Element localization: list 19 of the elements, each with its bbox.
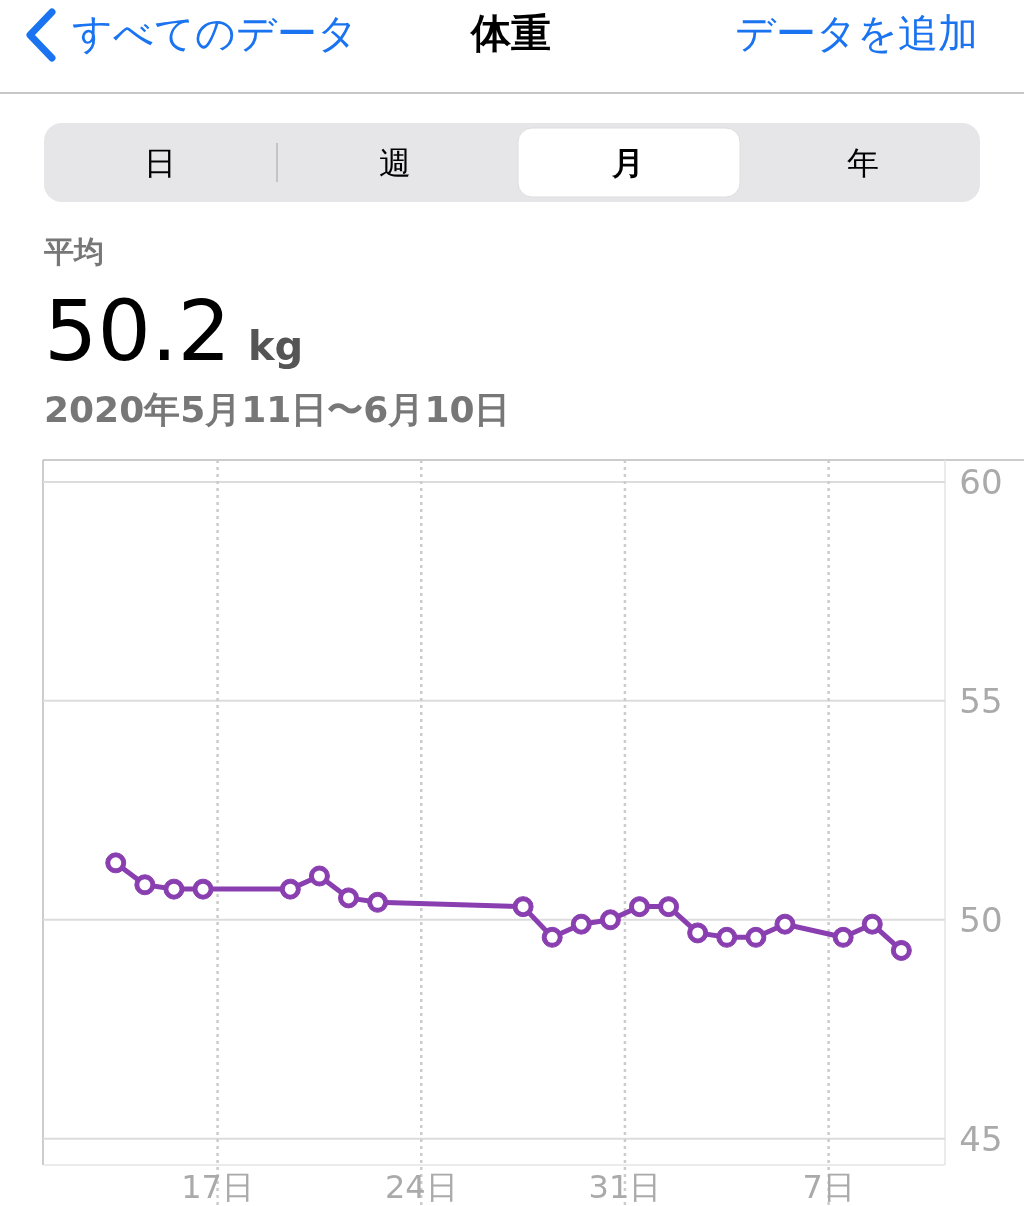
text: 50.2 [44,282,232,380]
text: すべてのデータ [72,10,358,56]
y-tick-label: 55 [959,680,1003,721]
text: 週 [379,144,411,182]
chart-title: 体重 [469,10,551,56]
text: 月 [611,144,644,182]
x-tick-label: 7日 [802,1168,855,1206]
chart-subtitle: 2020年5月11日〜6月10日 [44,389,511,430]
x-tick-label: 31日 [588,1168,662,1206]
text: 平均 [43,234,104,269]
text: 年 [847,144,879,182]
text: 日 [144,144,176,182]
y-tick-label: 45 [959,1118,1003,1159]
text: データを追加 [735,10,978,56]
y-tick-label: 50 [959,899,1003,940]
y-tick-label: 60 [959,461,1003,502]
x-tick-label: 24日 [384,1168,458,1206]
text: kg [248,323,304,369]
x-tick-label: 17日 [181,1168,254,1206]
